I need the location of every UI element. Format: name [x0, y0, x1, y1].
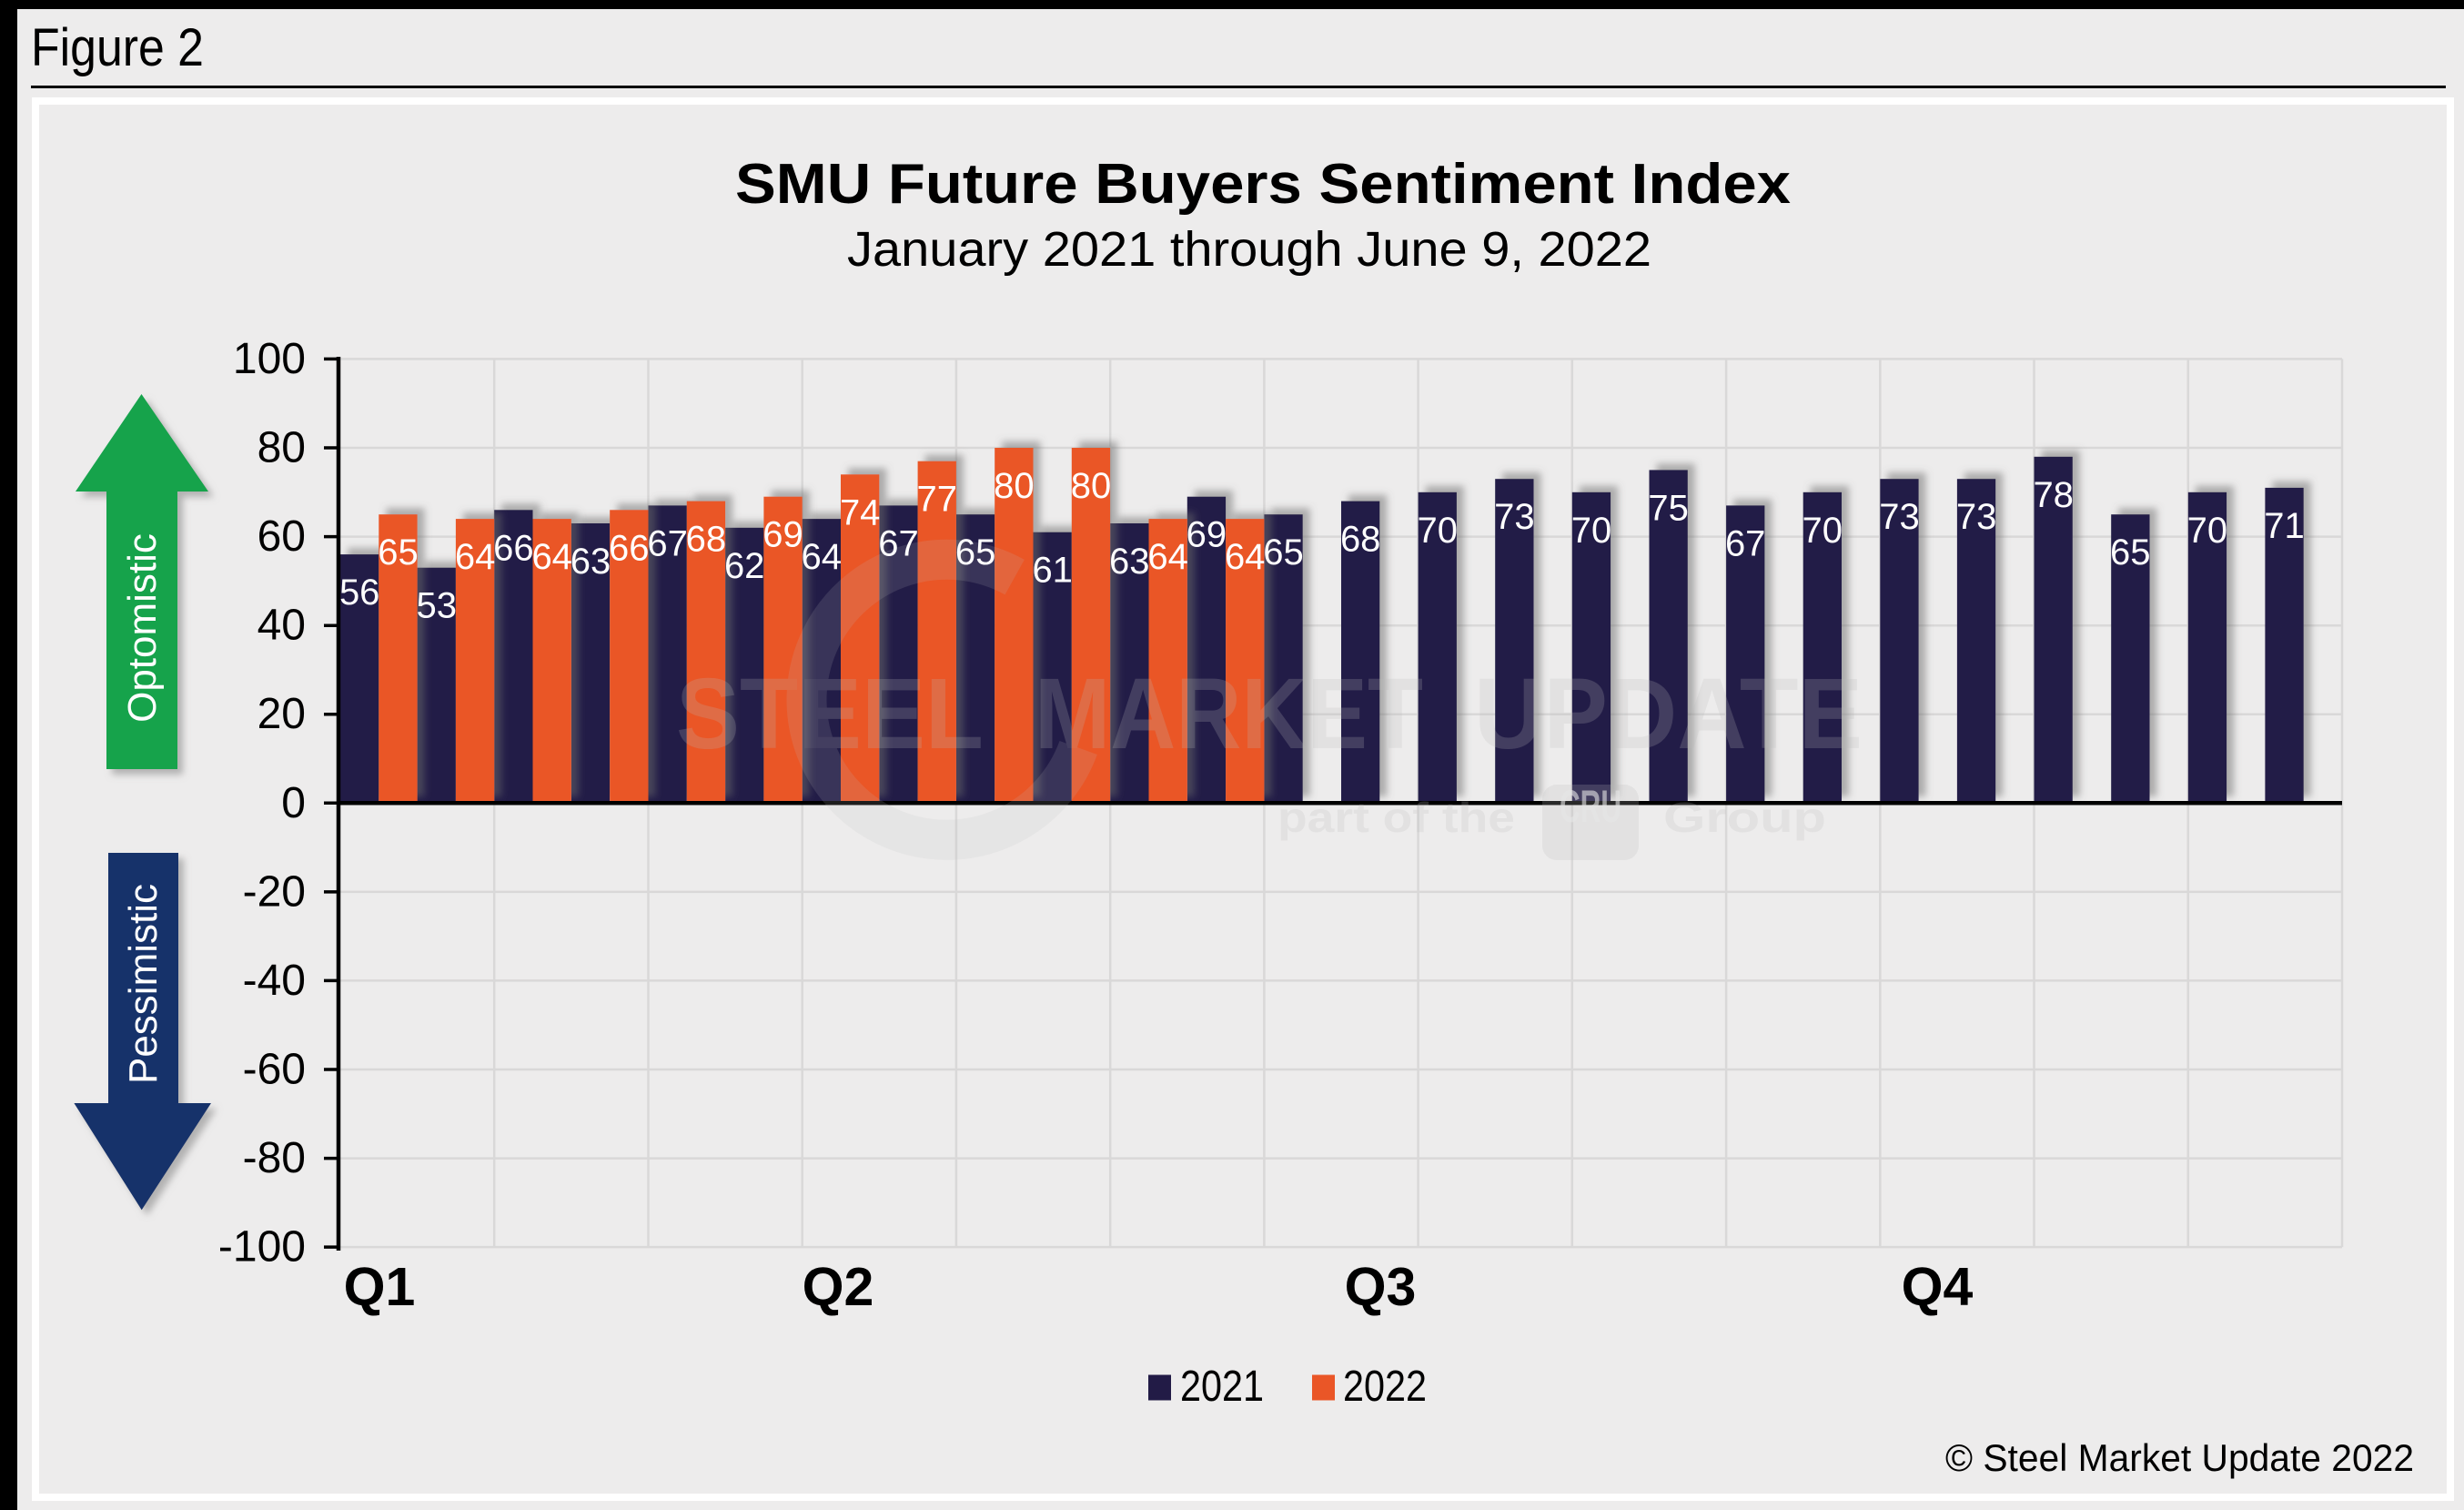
svg-text:0: 0	[281, 779, 306, 827]
svg-text:74: 74	[840, 492, 881, 532]
svg-text:64: 64	[531, 537, 572, 577]
svg-text:© Steel Market Update 2022: © Steel Market Update 2022	[1945, 1436, 2414, 1479]
svg-text:CRU: CRU	[1560, 781, 1621, 832]
svg-text:60: 60	[258, 512, 306, 561]
svg-text:70: 70	[2187, 511, 2228, 551]
svg-text:78: 78	[2033, 475, 2074, 515]
svg-text:69: 69	[762, 515, 803, 555]
svg-text:part of the: part of the	[1277, 794, 1515, 841]
svg-text:Figure 2: Figure 2	[31, 18, 204, 77]
svg-text:61: 61	[1032, 551, 1073, 591]
svg-text:40: 40	[258, 602, 306, 650]
svg-text:80: 80	[258, 424, 306, 472]
svg-text:67: 67	[647, 523, 688, 563]
svg-text:56: 56	[339, 573, 380, 613]
svg-text:67: 67	[878, 523, 919, 563]
svg-text:-20: -20	[243, 867, 306, 916]
svg-text:Q3: Q3	[1345, 1257, 1417, 1317]
svg-text:75: 75	[1648, 488, 1689, 528]
svg-text:65: 65	[1263, 532, 1304, 573]
svg-text:64: 64	[802, 537, 843, 577]
svg-text:64: 64	[455, 537, 496, 577]
svg-text:2021: 2021	[1180, 1363, 1264, 1411]
svg-text:63: 63	[1109, 542, 1150, 582]
svg-text:Pessimistic: Pessimistic	[121, 884, 166, 1084]
svg-text:63: 63	[571, 542, 611, 582]
svg-text:Q1: Q1	[344, 1257, 416, 1317]
svg-text:53: 53	[417, 586, 458, 626]
svg-text:67: 67	[1725, 523, 1766, 563]
svg-text:65: 65	[2110, 532, 2151, 573]
svg-text:68: 68	[1340, 520, 1381, 560]
svg-text:64: 64	[1225, 537, 1266, 577]
svg-text:-60: -60	[243, 1046, 306, 1094]
svg-text:UPDATE: UPDATE	[1474, 658, 1863, 770]
svg-text:71: 71	[2264, 506, 2305, 546]
svg-text:70: 70	[1571, 511, 1612, 551]
svg-text:2022: 2022	[1343, 1363, 1427, 1411]
svg-text:66: 66	[493, 528, 534, 568]
svg-text:68: 68	[686, 520, 727, 560]
svg-text:65: 65	[378, 532, 419, 573]
svg-text:January 2021 through June 9, 2: January 2021 through June 9, 2022	[847, 222, 1651, 277]
svg-text:73: 73	[1494, 497, 1535, 537]
svg-text:Group: Group	[1663, 794, 1826, 841]
svg-text:Q4: Q4	[1902, 1257, 1974, 1317]
svg-text:-40: -40	[243, 957, 306, 1005]
svg-text:77: 77	[917, 480, 958, 520]
svg-text:73: 73	[1956, 497, 1997, 537]
svg-text:73: 73	[1879, 497, 1920, 537]
svg-text:STEEL: STEEL	[676, 658, 984, 770]
svg-text:65: 65	[955, 532, 996, 573]
svg-text:70: 70	[1418, 511, 1459, 551]
svg-text:80: 80	[1071, 466, 1112, 506]
svg-text:62: 62	[724, 546, 765, 586]
svg-text:100: 100	[233, 335, 306, 383]
svg-text:Q2: Q2	[803, 1257, 874, 1317]
svg-text:70: 70	[1803, 511, 1843, 551]
svg-text:20: 20	[258, 690, 306, 738]
svg-text:69: 69	[1187, 515, 1227, 555]
svg-text:Optomistic: Optomistic	[120, 533, 165, 723]
svg-text:-80: -80	[243, 1134, 306, 1182]
svg-text:MARKET: MARKET	[1035, 658, 1423, 770]
svg-text:SMU Future Buyers Sentiment In: SMU Future Buyers Sentiment Index	[735, 153, 1792, 216]
svg-text:64: 64	[1147, 537, 1188, 577]
svg-text:80: 80	[994, 466, 1035, 506]
svg-text:-100: -100	[218, 1223, 306, 1272]
svg-text:66: 66	[609, 528, 650, 568]
